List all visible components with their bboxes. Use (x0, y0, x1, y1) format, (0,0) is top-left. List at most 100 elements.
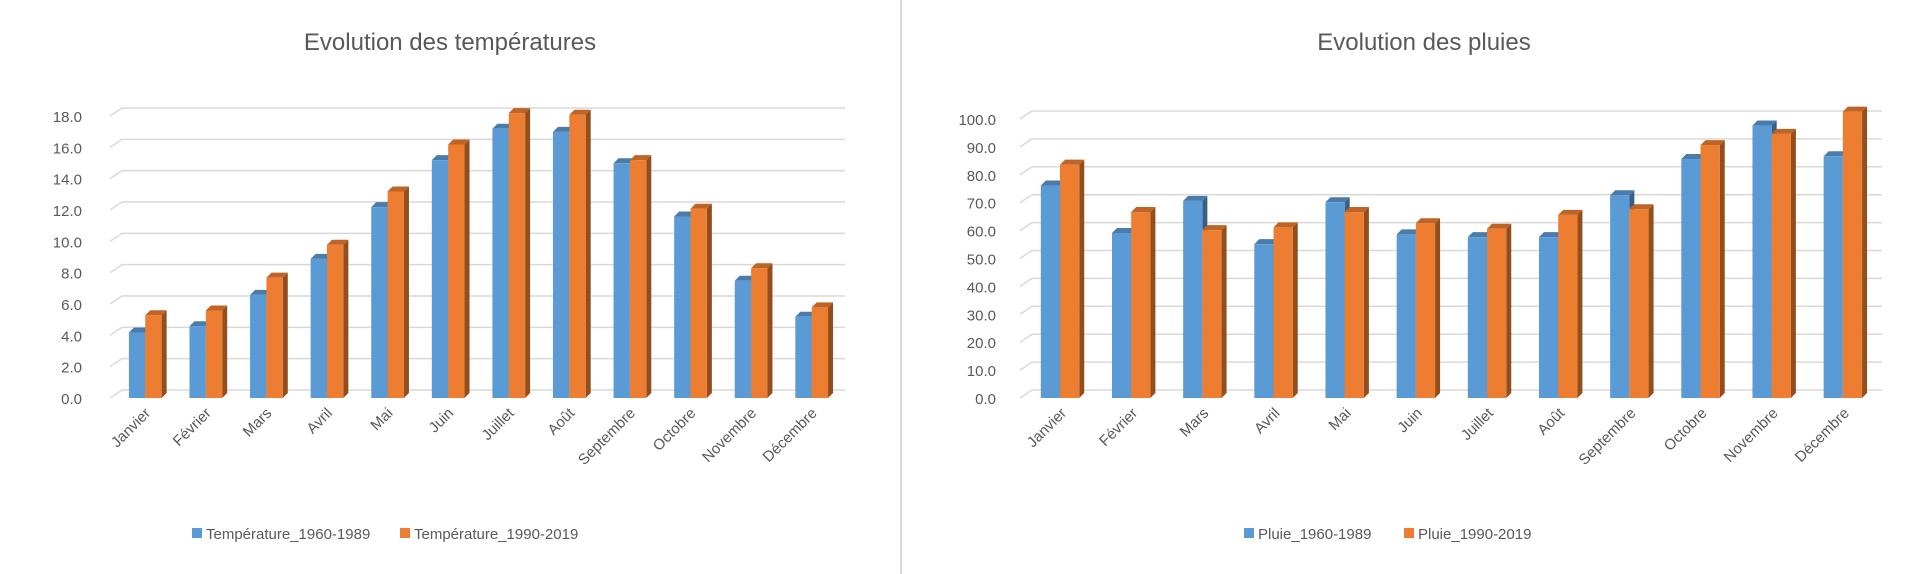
bar-top (387, 186, 409, 192)
bar-Pluie_1990-2019 (1842, 111, 1863, 398)
bar-Température_1990-2019 (508, 113, 526, 398)
bar-side (343, 239, 349, 398)
legend-swatch (1404, 528, 1414, 538)
x-tick-label: Avril (303, 405, 335, 437)
bar-side (646, 155, 652, 398)
bar-Pluie_1990-2019 (1629, 209, 1649, 398)
bar-Pluie_1960-1989 (1325, 202, 1345, 398)
bar-side (464, 139, 470, 398)
bar-Température_1960-1989 (613, 163, 630, 398)
bar-Pluie_1990-2019 (1202, 230, 1222, 398)
bar-top (1111, 227, 1137, 233)
bar-top (552, 126, 575, 132)
bar-top (613, 158, 635, 164)
bar-top (674, 211, 696, 217)
bar-top (1344, 207, 1369, 213)
gridline (1019, 166, 1882, 176)
legend-label: Pluie_1990-2019 (1418, 526, 1531, 543)
x-tick-label: Août (1534, 404, 1568, 438)
bar-side (1221, 225, 1227, 398)
y-tick-label: 14.0 (53, 172, 82, 189)
y-tick-label: 12.0 (53, 203, 82, 220)
y-tick-label: 16.0 (53, 140, 82, 157)
bar-Température_1960-1989 (492, 128, 509, 399)
x-tick-label: Août (544, 404, 578, 438)
x-tick-label: Septembre (575, 405, 639, 469)
x-tick-label: Mars (240, 405, 276, 441)
gridline (109, 107, 845, 117)
bar-side (706, 203, 712, 398)
bar-Pluie_1960-1989 (1396, 234, 1416, 398)
bar-Température_1990-2019 (690, 208, 707, 398)
y-tick-label: 50.0 (967, 252, 996, 269)
bar-Pluie_1960-1989 (1681, 159, 1701, 398)
x-tick-label: Juin (1394, 405, 1425, 436)
bar-Pluie_1990-2019 (1487, 228, 1507, 398)
bar-top (1823, 151, 1848, 157)
bar-Pluie_1990-2019 (1131, 212, 1151, 398)
bar-side (1363, 207, 1369, 398)
y-tick-label: 100.0 (958, 112, 996, 129)
y-tick-label: 80.0 (967, 168, 996, 185)
bar-Température_1990-2019 (448, 144, 465, 398)
y-tick-label: 30.0 (967, 307, 996, 324)
bar-top (1060, 159, 1085, 165)
bar-Température_1960-1989 (795, 316, 812, 398)
y-tick-label: 18.0 (53, 109, 82, 126)
chart-title: Evolution des températures (304, 29, 596, 56)
gridline (109, 326, 845, 336)
bar-top (250, 289, 272, 295)
bar-Température_1990-2019 (811, 307, 829, 398)
bar-side (1648, 204, 1654, 398)
x-tick-label: Juillet (479, 404, 519, 444)
bar-Température_1960-1989 (674, 216, 691, 398)
gridline (1019, 221, 1882, 232)
bar-side (1150, 207, 1156, 398)
gridline (1019, 193, 1882, 204)
y-tick-label: 70.0 (967, 196, 996, 213)
rain-chart: Evolution des pluies 0.0 10.0 20.0 30.0 40.0 5… (958, 29, 1882, 543)
bar-Température_1990-2019 (629, 160, 647, 398)
bar-top (1842, 106, 1868, 112)
x-tick-label: Février (170, 405, 215, 450)
gridline (1019, 110, 1882, 120)
bar-Température_1990-2019 (569, 114, 586, 398)
legend-label: Température_1990-2019 (414, 526, 578, 543)
bar-top (1183, 195, 1208, 201)
bar-side (767, 263, 773, 398)
bar-side (1577, 209, 1583, 398)
x-tick-label: Mai (1326, 405, 1355, 434)
bar-Température_1990-2019 (751, 268, 768, 398)
x-tick-label: Octobre (650, 405, 700, 455)
legend-swatch (192, 528, 202, 538)
y-tick-label: 10.0 (967, 363, 996, 380)
bar-Température_1960-1989 (552, 131, 570, 398)
gridline (1019, 277, 1882, 288)
bar-top (1273, 222, 1298, 228)
gridline (1019, 361, 1882, 371)
y-tick-label: 6.0 (61, 297, 82, 314)
bar-side (828, 302, 834, 398)
y-tick-label: 10.0 (53, 234, 82, 251)
bar-Pluie_1960-1989 (1183, 200, 1203, 398)
bar-side (403, 186, 409, 398)
bar-top (811, 302, 834, 308)
bar-top (371, 202, 393, 208)
bar-top (734, 275, 757, 281)
bar-Pluie_1990-2019 (1558, 214, 1578, 398)
x-tick-label: Mars (1177, 405, 1213, 441)
bar-top (1415, 218, 1441, 224)
bar-Température_1960-1989 (189, 326, 206, 398)
gridline (109, 232, 845, 242)
y-tick-label: 2.0 (61, 360, 82, 377)
bar-top (1629, 204, 1654, 210)
gridline (1019, 305, 1882, 315)
chart-title: Evolution des pluies (1317, 29, 1530, 56)
bar-Pluie_1960-1989 (1111, 232, 1132, 398)
bar-top (310, 253, 333, 259)
gridline (1019, 389, 1882, 399)
bar-top (1681, 154, 1706, 160)
bar-Température_1960-1989 (310, 258, 328, 398)
bar-Température_1960-1989 (128, 332, 146, 398)
bar-Température_1960-1989 (431, 160, 449, 398)
